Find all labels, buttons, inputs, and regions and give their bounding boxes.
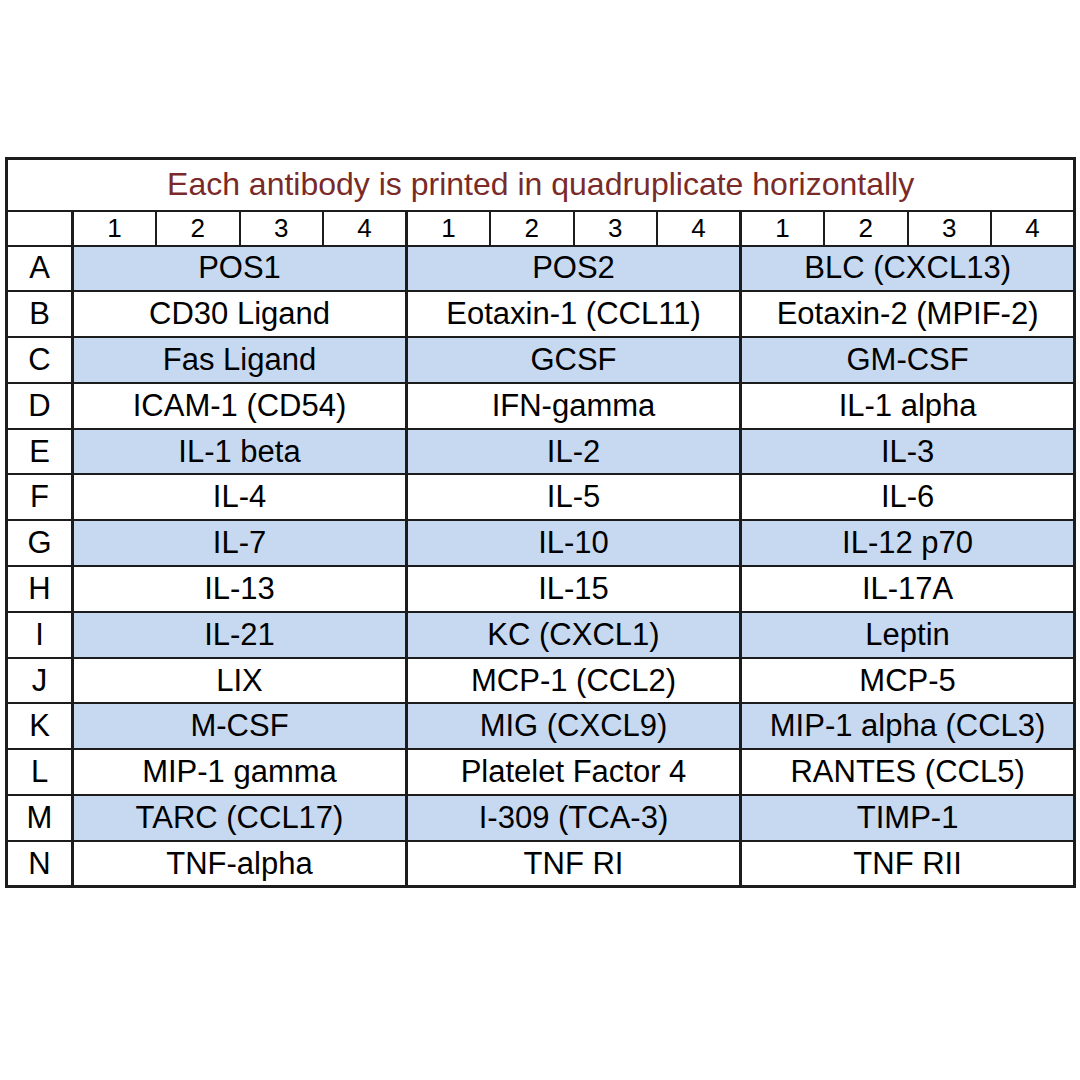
antibody-cell: IL-10 <box>407 520 741 566</box>
antibody-cell: CD30 Ligand <box>73 291 407 337</box>
antibody-array-table: Each antibody is printed in quadruplicat… <box>5 157 1076 888</box>
antibody-cell: TNF RII <box>741 841 1075 887</box>
antibody-cell: IL-2 <box>407 429 741 475</box>
antibody-cell: TARC (CCL17) <box>73 795 407 841</box>
antibody-cell: IL-12 p70 <box>741 520 1075 566</box>
antibody-cell: TNF RI <box>407 841 741 887</box>
antibody-cell: IL-17A <box>741 566 1075 612</box>
table-row: M TARC (CCL17) I-309 (TCA-3) TIMP-1 <box>7 795 1075 841</box>
corner-cell <box>7 211 73 246</box>
antibody-cell: IL-1 beta <box>73 429 407 475</box>
table-row: J LIX MCP-1 (CCL2) MCP-5 <box>7 658 1075 704</box>
table-row: G IL-7 IL-10 IL-12 p70 <box>7 520 1075 566</box>
antibody-cell: MCP-5 <box>741 658 1075 704</box>
antibody-cell: POS1 <box>73 246 407 292</box>
table-row: K M-CSF MIG (CXCL9) MIP-1 alpha (CCL3) <box>7 703 1075 749</box>
table-row: N TNF-alpha TNF RI TNF RII <box>7 841 1075 887</box>
antibody-cell: IL-6 <box>741 474 1075 520</box>
replicate-number-header: 4 <box>657 211 741 246</box>
replicate-header-row: 1 2 3 4 1 2 3 4 1 2 3 4 <box>7 211 1075 246</box>
row-label-h: H <box>7 566 73 612</box>
row-label-d: D <box>7 383 73 429</box>
antibody-cell: I-309 (TCA-3) <box>407 795 741 841</box>
row-label-m: M <box>7 795 73 841</box>
table-row: H IL-13 IL-15 IL-17A <box>7 566 1075 612</box>
antibody-array-map-page: Each antibody is printed in quadruplicat… <box>0 0 1080 1080</box>
antibody-cell: IL-13 <box>73 566 407 612</box>
antibody-cell: Eotaxin-2 (MPIF-2) <box>741 291 1075 337</box>
antibody-cell: IL-7 <box>73 520 407 566</box>
antibody-cell: Fas Ligand <box>73 337 407 383</box>
table-title: Each antibody is printed in quadruplicat… <box>7 159 1075 211</box>
replicate-number-header: 4 <box>323 211 407 246</box>
antibody-cell: KC (CXCL1) <box>407 612 741 658</box>
row-label-e: E <box>7 429 73 475</box>
antibody-cell: M-CSF <box>73 703 407 749</box>
table-row: C Fas Ligand GCSF GM-CSF <box>7 337 1075 383</box>
row-label-c: C <box>7 337 73 383</box>
replicate-number-header: 2 <box>490 211 574 246</box>
row-label-n: N <box>7 841 73 887</box>
table-row: D ICAM-1 (CD54) IFN-gamma IL-1 alpha <box>7 383 1075 429</box>
replicate-number-header: 2 <box>824 211 908 246</box>
title-row: Each antibody is printed in quadruplicat… <box>7 159 1075 211</box>
table-row: F IL-4 IL-5 IL-6 <box>7 474 1075 520</box>
antibody-cell: ICAM-1 (CD54) <box>73 383 407 429</box>
row-label-a: A <box>7 246 73 292</box>
antibody-cell: IL-21 <box>73 612 407 658</box>
antibody-cell: LIX <box>73 658 407 704</box>
antibody-cell: IL-1 alpha <box>741 383 1075 429</box>
row-label-l: L <box>7 749 73 795</box>
row-label-b: B <box>7 291 73 337</box>
antibody-cell: GCSF <box>407 337 741 383</box>
replicate-number-header: 3 <box>574 211 658 246</box>
row-label-j: J <box>7 658 73 704</box>
antibody-cell: BLC (CXCL13) <box>741 246 1075 292</box>
replicate-number-header: 3 <box>240 211 324 246</box>
antibody-cell: MIP-1 gamma <box>73 749 407 795</box>
row-label-i: I <box>7 612 73 658</box>
antibody-cell: POS2 <box>407 246 741 292</box>
antibody-cell: IL-15 <box>407 566 741 612</box>
replicate-number-header: 4 <box>991 211 1075 246</box>
antibody-cell: MIG (CXCL9) <box>407 703 741 749</box>
table-row: L MIP-1 gamma Platelet Factor 4 RANTES (… <box>7 749 1075 795</box>
antibody-cell: Eotaxin-1 (CCL11) <box>407 291 741 337</box>
antibody-cell: Platelet Factor 4 <box>407 749 741 795</box>
antibody-cell: IL-3 <box>741 429 1075 475</box>
replicate-number-header: 3 <box>908 211 992 246</box>
table-row: A POS1 POS2 BLC (CXCL13) <box>7 246 1075 292</box>
antibody-cell: MIP-1 alpha (CCL3) <box>741 703 1075 749</box>
replicate-number-header: 2 <box>156 211 240 246</box>
antibody-cell: IFN-gamma <box>407 383 741 429</box>
table-row: E IL-1 beta IL-2 IL-3 <box>7 429 1075 475</box>
replicate-number-header: 1 <box>741 211 825 246</box>
antibody-cell: IL-5 <box>407 474 741 520</box>
antibody-cell: IL-4 <box>73 474 407 520</box>
antibody-cell: TIMP-1 <box>741 795 1075 841</box>
antibody-cell: Leptin <box>741 612 1075 658</box>
antibody-cell: GM-CSF <box>741 337 1075 383</box>
table-row: I IL-21 KC (CXCL1) Leptin <box>7 612 1075 658</box>
replicate-number-header: 1 <box>407 211 491 246</box>
row-label-g: G <box>7 520 73 566</box>
row-label-k: K <box>7 703 73 749</box>
row-label-f: F <box>7 474 73 520</box>
antibody-cell: RANTES (CCL5) <box>741 749 1075 795</box>
antibody-cell: TNF-alpha <box>73 841 407 887</box>
table-row: B CD30 Ligand Eotaxin-1 (CCL11) Eotaxin-… <box>7 291 1075 337</box>
replicate-number-header: 1 <box>73 211 157 246</box>
antibody-cell: MCP-1 (CCL2) <box>407 658 741 704</box>
